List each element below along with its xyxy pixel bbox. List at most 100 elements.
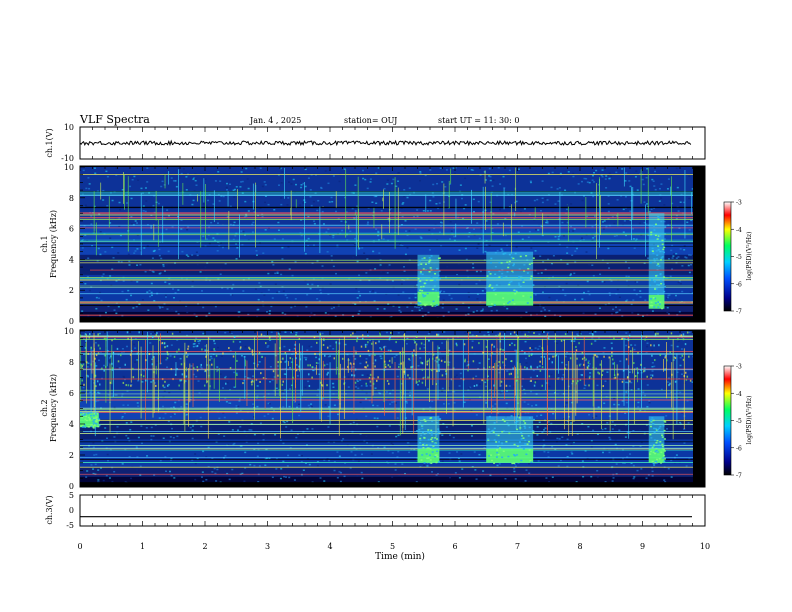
ch2-noise — [506, 370, 509, 372]
ch1-noise — [257, 298, 260, 301]
ch2-noise — [197, 340, 200, 343]
ch1-noise — [419, 171, 422, 173]
ch1-noise — [580, 237, 583, 239]
ch1-noise — [607, 217, 610, 220]
ch1-noise — [161, 306, 164, 309]
ch1-noise — [287, 197, 290, 199]
ch1-noise — [118, 225, 121, 227]
ch2-noise — [429, 409, 432, 412]
ch2-burst-texture — [85, 419, 88, 422]
ch1-noise — [337, 233, 340, 235]
ch1-burst-texture — [506, 261, 509, 264]
ch2-noise — [621, 400, 624, 402]
ch2-noise — [278, 387, 281, 390]
ch1-burst-texture — [432, 288, 435, 291]
ch2-high-band-noise — [367, 341, 369, 344]
ch1-burst-texture — [656, 254, 659, 256]
ch1-noise — [273, 209, 276, 211]
ch2-noise — [304, 462, 307, 464]
ch1-noise — [139, 249, 142, 252]
ch2-burst-texture — [653, 452, 656, 455]
ch2-high-band-noise — [403, 370, 406, 373]
ch2-noise — [235, 405, 238, 407]
ch1-noise — [382, 238, 385, 240]
ch1-noise — [112, 257, 115, 259]
ch1-noise — [225, 186, 228, 189]
ch2-high-band-noise — [599, 363, 602, 366]
ch1-burst-texture — [491, 287, 494, 289]
ch2-high-band-noise — [370, 342, 373, 345]
ch1-noise — [683, 249, 686, 251]
ch2-high-band-noise — [539, 360, 541, 363]
ch1-burst-texture — [659, 273, 662, 275]
ch1-noise — [180, 228, 183, 230]
ch2-noise — [612, 477, 615, 479]
ch2-burst-texture — [515, 454, 518, 456]
ch2-burst-texture — [85, 415, 88, 418]
ch1-noise — [551, 171, 554, 174]
ch2-high-band-noise — [97, 352, 100, 355]
ch2-noise — [688, 331, 691, 334]
ch2-high-band-noise — [536, 375, 539, 378]
ch2-burst-texture — [431, 451, 434, 453]
ch2-noise — [353, 446, 356, 449]
ch2-high-band-noise — [671, 373, 673, 376]
ch2-high-band-noise — [85, 339, 87, 342]
ch2-noise — [580, 374, 583, 376]
ch2-noise — [573, 385, 576, 388]
ch2-noise — [601, 428, 604, 431]
ch1-noise — [330, 307, 333, 310]
ch2-high-band-noise — [517, 336, 519, 339]
ch1-noise — [207, 234, 210, 236]
ch1-burst-texture — [511, 270, 514, 272]
ch2-noise — [269, 380, 272, 383]
ch2-noise — [442, 403, 445, 405]
ch2-high-band-noise — [467, 369, 469, 372]
ch1-noise — [467, 306, 470, 309]
ch2-noise — [437, 333, 440, 336]
ch2-noise — [635, 367, 638, 369]
ch2-burst-texture — [493, 422, 496, 424]
ch1-noise — [261, 185, 264, 188]
ch2-high-band-noise — [420, 342, 423, 345]
ch2-noise — [644, 394, 647, 397]
ch1-noise — [540, 225, 543, 228]
ch1-noise — [403, 189, 406, 191]
ch2-noise — [401, 463, 404, 465]
ch1-noise — [384, 271, 387, 274]
ch1-noise — [317, 199, 320, 202]
ch2-noise — [357, 387, 360, 390]
ch2-noise — [252, 403, 255, 405]
ch2-high-band-noise — [320, 384, 323, 387]
ch2-high-band-noise — [359, 355, 362, 358]
ch2-noise — [396, 375, 399, 378]
ch1-noise — [443, 290, 446, 293]
ch2-high-band-noise — [608, 356, 611, 359]
ch2-high-band-noise — [196, 344, 199, 347]
ch1-noise — [304, 168, 307, 171]
ch2-high-band-noise — [637, 352, 639, 355]
ch1-noise — [385, 293, 388, 295]
x-tick-label: 0 — [77, 542, 82, 551]
ch2-burst-texture — [434, 455, 437, 458]
ch1-noise — [245, 167, 248, 170]
ch2-high-band-noise — [298, 337, 301, 340]
ch2-noise — [533, 452, 536, 454]
ch2-noise — [584, 384, 587, 387]
ch2-high-band-noise — [383, 346, 385, 349]
ch1-noise — [688, 175, 691, 177]
ch2-high-band-noise — [97, 333, 99, 336]
ch2-high-band-noise — [232, 340, 235, 343]
ch1-noise — [650, 208, 653, 211]
ch1-noise — [422, 210, 425, 212]
ch2-noise — [219, 373, 222, 375]
ch2-high-band-noise — [180, 363, 183, 366]
ch2-noise — [444, 349, 447, 351]
ch2-noise — [180, 406, 183, 408]
ch2-high-band-noise — [650, 377, 652, 380]
ch2-high-band-noise — [500, 380, 503, 383]
ch1-noise — [541, 197, 544, 200]
ch1-noise — [331, 200, 334, 203]
ch2-high-band-noise — [158, 338, 161, 341]
ch2-burst-texture — [522, 448, 525, 450]
